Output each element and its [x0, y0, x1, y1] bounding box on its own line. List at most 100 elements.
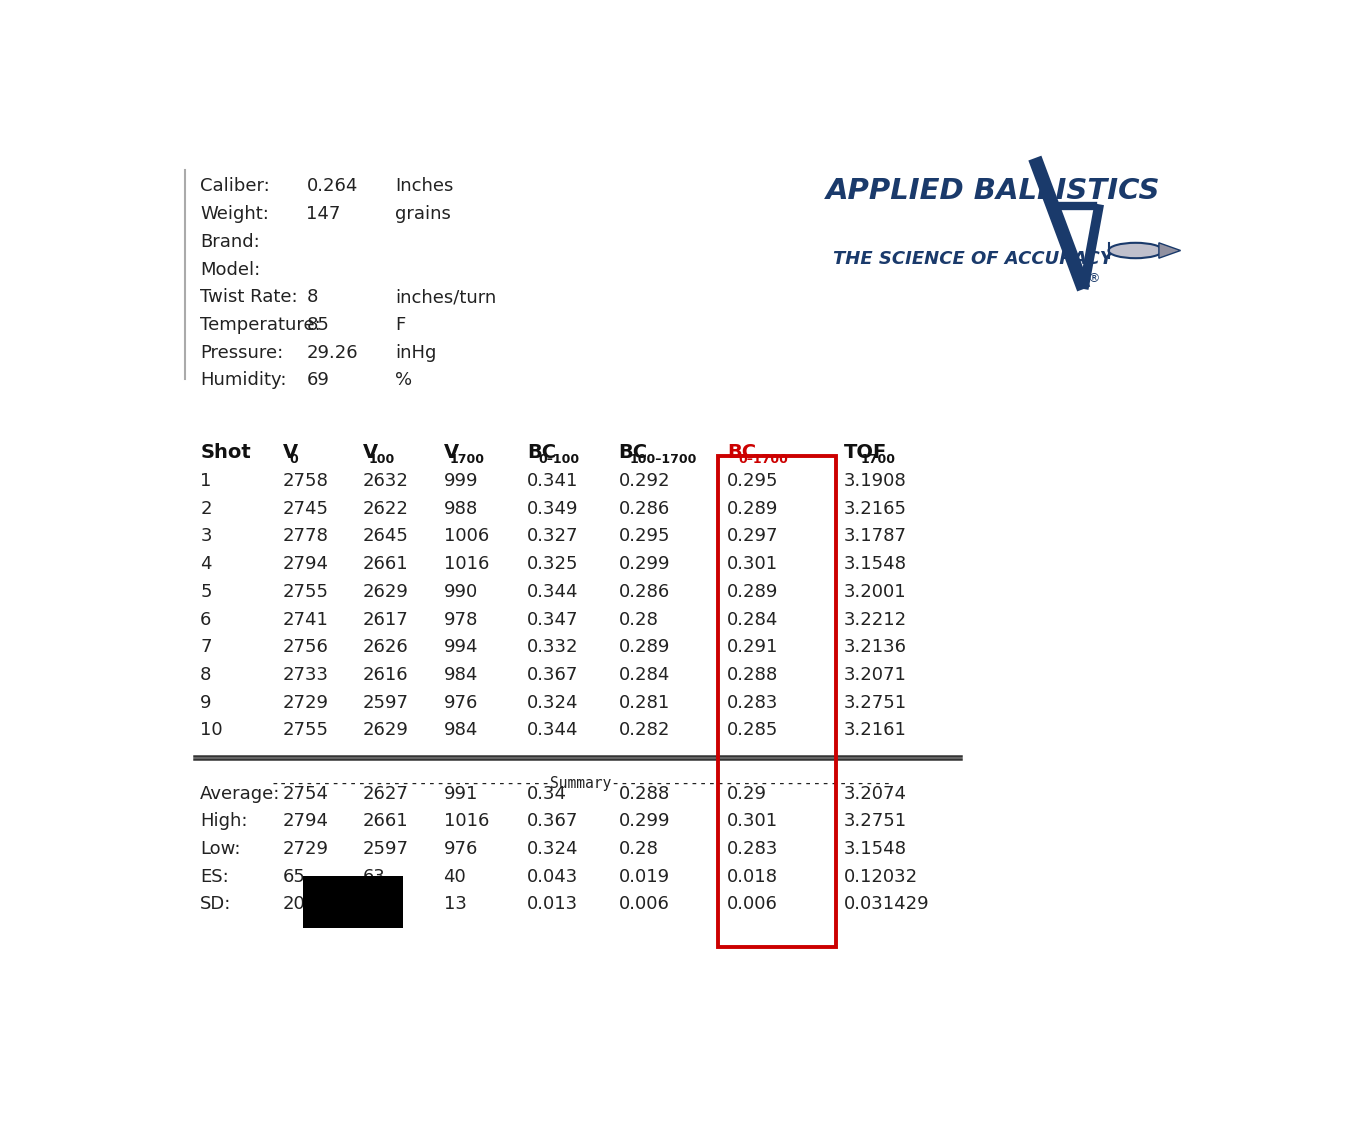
Text: 2754: 2754 [283, 784, 329, 802]
Text: V: V [283, 443, 298, 462]
Text: ®: ® [1087, 272, 1100, 285]
Text: 0: 0 [290, 453, 298, 466]
Text: Twist Rate:: Twist Rate: [201, 288, 298, 306]
Text: 2661: 2661 [363, 555, 408, 573]
Text: 0.344: 0.344 [527, 721, 579, 739]
Text: 2661: 2661 [363, 812, 408, 830]
Text: THE SCIENCE OF ACCURACY: THE SCIENCE OF ACCURACY [833, 251, 1113, 269]
Text: Model:: Model: [201, 261, 261, 279]
Text: 0.325: 0.325 [527, 555, 579, 573]
Text: 984: 984 [444, 666, 478, 684]
Text: BC: BC [727, 443, 757, 462]
Text: inHg: inHg [396, 343, 437, 361]
Text: 7: 7 [201, 638, 212, 656]
Text: 0.006: 0.006 [727, 896, 779, 914]
Text: 8: 8 [201, 666, 212, 684]
Text: 0.12032: 0.12032 [843, 867, 918, 885]
Text: 0.301: 0.301 [727, 555, 779, 573]
Text: 0.288: 0.288 [727, 666, 779, 684]
Text: 10: 10 [201, 721, 223, 739]
Text: 2794: 2794 [283, 812, 329, 830]
Text: 3.2136: 3.2136 [843, 638, 907, 656]
Text: 2645: 2645 [363, 528, 408, 546]
Text: 0.301: 0.301 [727, 812, 779, 830]
Text: 976: 976 [444, 840, 478, 858]
Text: 2729: 2729 [283, 840, 329, 858]
Text: 1016: 1016 [444, 812, 489, 830]
Text: 0.324: 0.324 [527, 694, 579, 712]
Text: 0.327: 0.327 [527, 528, 579, 546]
Text: 2627: 2627 [363, 784, 408, 802]
Text: 2758: 2758 [283, 472, 329, 490]
Text: grains: grains [396, 205, 451, 223]
Text: Shot: Shot [201, 443, 251, 462]
Text: 20: 20 [283, 896, 306, 914]
Text: 2741: 2741 [283, 611, 329, 629]
Text: Weight:: Weight: [201, 205, 269, 223]
Text: 2622: 2622 [363, 500, 408, 518]
Text: 0.295: 0.295 [727, 472, 779, 490]
Text: 0.299: 0.299 [619, 555, 671, 573]
Text: 65: 65 [283, 867, 306, 885]
Text: Average:: Average: [201, 784, 280, 802]
Text: 0.289: 0.289 [727, 583, 779, 601]
Text: 3.1548: 3.1548 [843, 555, 907, 573]
Text: --------------------------------Summary--------------------------------: --------------------------------Summary-… [270, 776, 892, 791]
Text: 1: 1 [201, 472, 212, 490]
Text: 3.2212: 3.2212 [843, 611, 907, 629]
Text: 2597: 2597 [363, 694, 408, 712]
Text: 984: 984 [444, 721, 478, 739]
Text: F: F [396, 316, 406, 334]
Text: Brand:: Brand: [201, 233, 260, 251]
Text: 17: 17 [363, 896, 385, 914]
Text: 0.324: 0.324 [527, 840, 579, 858]
Text: 2616: 2616 [363, 666, 408, 684]
Text: 0.299: 0.299 [619, 812, 671, 830]
Text: BC: BC [619, 443, 647, 462]
Text: High:: High: [201, 812, 247, 830]
Text: 0.297: 0.297 [727, 528, 779, 546]
Text: SD:: SD: [201, 896, 232, 914]
Text: BC: BC [527, 443, 556, 462]
Text: 2597: 2597 [363, 840, 408, 858]
Text: 999: 999 [444, 472, 478, 490]
Text: 63: 63 [363, 867, 385, 885]
Text: 2756: 2756 [283, 638, 329, 656]
Text: 0–1700: 0–1700 [738, 453, 788, 466]
Text: Low:: Low: [201, 840, 240, 858]
Text: 5: 5 [201, 583, 212, 601]
Text: V: V [363, 443, 378, 462]
Text: 2629: 2629 [363, 721, 408, 739]
Text: 8: 8 [306, 288, 318, 306]
Text: V: V [444, 443, 459, 462]
Text: APPLIED BALLISTICS: APPLIED BALLISTICS [825, 178, 1160, 206]
Text: 0.332: 0.332 [527, 638, 579, 656]
Text: 2729: 2729 [283, 694, 329, 712]
Text: 0.349: 0.349 [527, 500, 579, 518]
Text: 0.341: 0.341 [527, 472, 579, 490]
Bar [302, 875, 403, 928]
Text: 976: 976 [444, 694, 478, 712]
Text: 991: 991 [444, 784, 478, 802]
Text: 3.2165: 3.2165 [843, 500, 907, 518]
Text: 0.344: 0.344 [527, 583, 579, 601]
Text: 1006: 1006 [444, 528, 489, 546]
Text: 0.286: 0.286 [619, 583, 669, 601]
Text: 0.019: 0.019 [619, 867, 669, 885]
Ellipse shape [1108, 243, 1162, 259]
Text: 2755: 2755 [283, 721, 329, 739]
Text: 0.28: 0.28 [619, 840, 658, 858]
Text: 2733: 2733 [283, 666, 329, 684]
Text: 0.031429: 0.031429 [843, 896, 929, 914]
Text: 1700: 1700 [449, 453, 485, 466]
Text: 6: 6 [201, 611, 212, 629]
Text: 0.288: 0.288 [619, 784, 669, 802]
Text: 100–1700: 100–1700 [630, 453, 697, 466]
Text: 3.2071: 3.2071 [843, 666, 906, 684]
Text: 29.26: 29.26 [306, 343, 358, 361]
Text: 2745: 2745 [283, 500, 329, 518]
Text: 2617: 2617 [363, 611, 408, 629]
Text: %: % [396, 371, 413, 389]
Text: 0.367: 0.367 [527, 666, 579, 684]
Text: 2: 2 [201, 500, 212, 518]
